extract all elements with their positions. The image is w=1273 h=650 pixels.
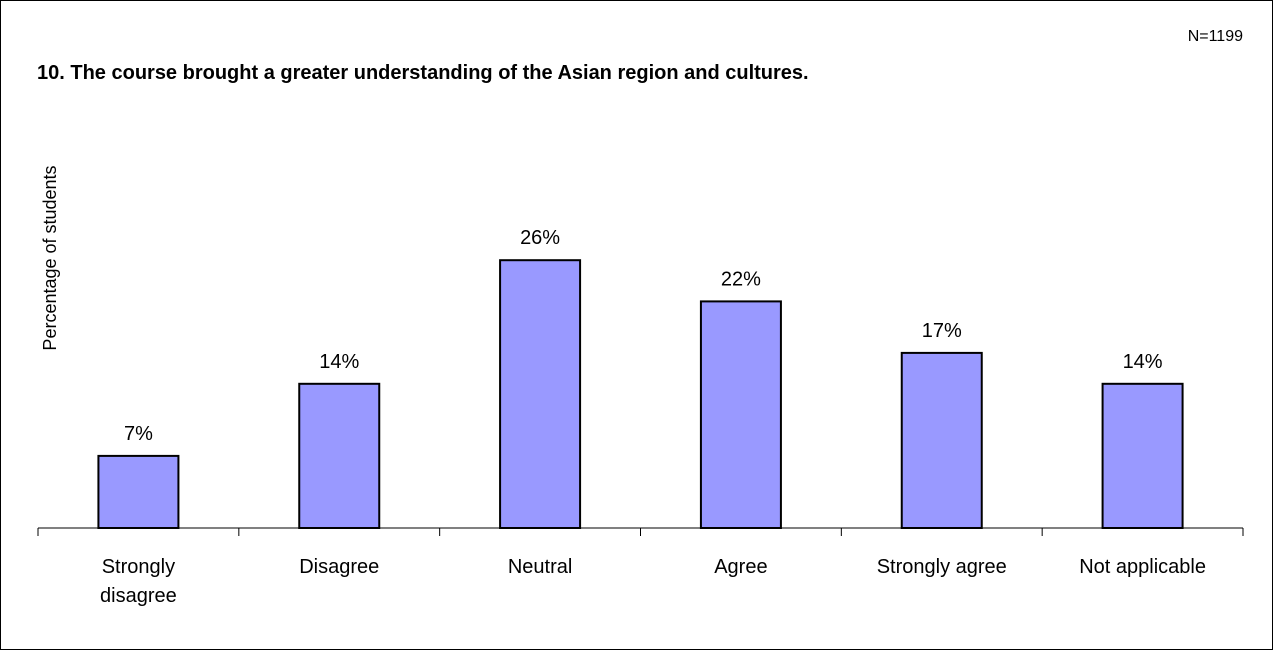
data-label: 7% [124, 423, 153, 445]
category-label: Neutral [508, 556, 572, 578]
category-label: Agree [714, 556, 767, 578]
category-label: Strongly [102, 556, 175, 578]
bar [499, 259, 582, 529]
data-label: 26% [520, 227, 560, 249]
bar [900, 351, 983, 529]
data-label: 17% [922, 320, 962, 342]
data-label: 14% [1123, 351, 1163, 373]
y-axis-label: Percentage of students [40, 165, 60, 350]
bar [1101, 382, 1184, 529]
bar [699, 300, 782, 529]
bar [97, 454, 180, 529]
sample-size-note: N=1199 [1188, 28, 1243, 45]
category-label: Not applicable [1079, 556, 1206, 578]
bar [298, 382, 381, 529]
data-label: 22% [721, 268, 761, 290]
data-label: 14% [319, 351, 359, 373]
category-label: Disagree [299, 556, 379, 578]
chart-title: 10. The course brought a greater underst… [37, 62, 809, 84]
category-label: disagree [100, 585, 177, 607]
category-label: Strongly agree [877, 556, 1007, 578]
